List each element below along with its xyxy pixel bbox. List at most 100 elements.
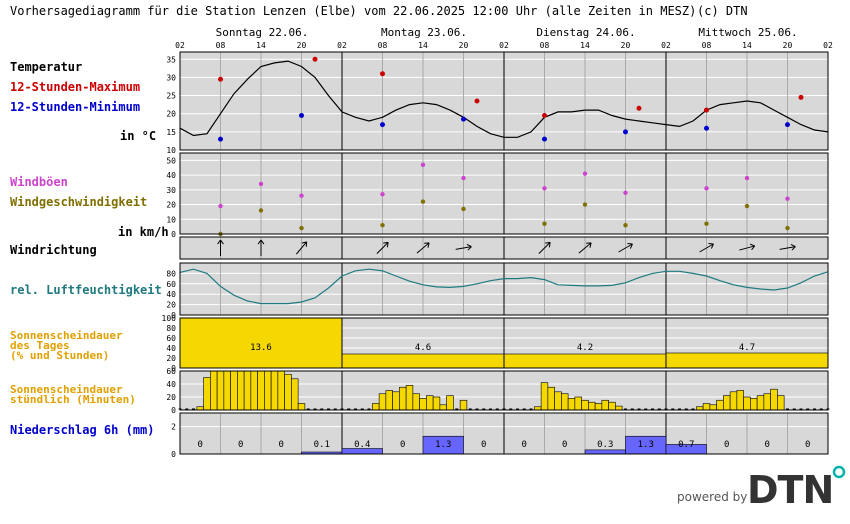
- tmin-label: 12-Stunden-Minimum: [10, 100, 140, 114]
- wind-arrow-head: [427, 242, 430, 248]
- wind-arrow-head: [466, 243, 472, 248]
- wind-point: [582, 202, 588, 207]
- humidity-label: rel. Luftfeuchtigkeit: [10, 283, 162, 297]
- gust-label: Windböen: [10, 175, 68, 189]
- rain-value-label: 0: [805, 440, 810, 450]
- sun-hourly-bar: [223, 370, 231, 411]
- rain-value-label: 0.7: [678, 440, 694, 450]
- tmin-point: [380, 122, 385, 128]
- sun-hourly-bar: [540, 382, 549, 411]
- rain-value-label: 0: [724, 440, 729, 450]
- y-tick-label: 40: [166, 380, 176, 389]
- copyright: (c) DTN: [697, 4, 748, 18]
- tmin-point: [299, 113, 304, 119]
- sun-hourly-bar: [392, 391, 400, 411]
- wind-arrow-icon: [295, 241, 308, 255]
- wind-arrow-shaft: [295, 241, 308, 255]
- y-tick-label: 2: [171, 423, 176, 432]
- wind-arrow-head: [260, 239, 265, 245]
- wind-point: [704, 221, 709, 226]
- sun-hourly-bar: [756, 395, 765, 411]
- y-tick-label: 0: [171, 311, 176, 320]
- wind-arrow-head: [710, 243, 714, 249]
- rain-value-label: 0: [562, 440, 567, 450]
- sun-daily-bar: [665, 352, 829, 369]
- gust-point: [623, 190, 628, 195]
- tmin-point: [785, 122, 790, 128]
- sun-daily-hours: 4.2: [577, 343, 593, 353]
- gust-point: [258, 181, 264, 187]
- y-tick-label: 30: [166, 186, 176, 195]
- powered-by: powered by: [677, 490, 747, 504]
- wind-arrow-icon: [217, 239, 224, 256]
- rain-label: Niederschlag 6h (mm): [10, 423, 155, 437]
- wind-arrow-head: [751, 245, 756, 251]
- wind-arrow-shaft: [416, 242, 430, 254]
- wind-arrow-icon: [739, 243, 756, 251]
- wind-arrow-head: [749, 243, 755, 247]
- dtn-logo-dot-icon: [832, 465, 846, 479]
- sun-hourly-bar: [216, 370, 225, 411]
- sun-hourly-bar: [601, 399, 609, 411]
- rain-frame: [179, 412, 829, 455]
- sun-hourly-bar: [426, 395, 434, 411]
- sun-hourly-bar: [743, 396, 751, 411]
- tmax-point: [636, 105, 642, 111]
- y-tick-label: 0: [171, 450, 176, 459]
- sun-hourly-bar: [284, 373, 292, 411]
- sun-hourly-bar: [257, 370, 265, 411]
- sun-hourly-bar: [763, 393, 771, 411]
- wind-arrow-head: [467, 246, 472, 251]
- sun-hourly-bar: [230, 370, 238, 411]
- wind-arrow-head: [791, 246, 796, 251]
- wind-arrow-shaft: [578, 242, 592, 254]
- rain-value-label: 0: [238, 440, 243, 450]
- y-tick-label: 20: [166, 201, 176, 210]
- sun-hour-label-2: stündlich (Minuten): [10, 393, 136, 406]
- tmax-point: [474, 98, 480, 104]
- wind-arrow-icon: [699, 242, 714, 253]
- y-tick-label: 30: [166, 73, 176, 82]
- hour-tick-label: 02: [337, 41, 347, 50]
- sun-hourly-bar: [243, 370, 252, 411]
- sun-hourly-bar: [723, 395, 731, 411]
- winddir-frame: [179, 236, 829, 260]
- day-label: Mittwoch 25.06.: [698, 26, 797, 39]
- tmax-point: [704, 107, 709, 113]
- wind-point: [380, 222, 385, 228]
- sun-hour-label-1: Sonnenscheindauer: [10, 383, 123, 396]
- wind-arrow-shaft: [376, 241, 389, 255]
- wind-point: [299, 225, 304, 231]
- y-tick-label: 40: [166, 290, 176, 299]
- sun-hourly-bar: [729, 391, 738, 411]
- tmax-point: [312, 56, 318, 62]
- sun-hourly-bar: [561, 393, 569, 411]
- hour-tick-label: 02: [661, 41, 671, 50]
- sun-hourly-bar: [594, 403, 603, 411]
- temperature-label: Temperatur: [10, 60, 82, 74]
- gust-point: [420, 162, 426, 167]
- wind-arrow-head: [386, 242, 389, 248]
- wind-arrow-head: [548, 242, 551, 248]
- wind-arrow-shaft: [538, 241, 551, 255]
- sun-hourly-bar: [439, 404, 447, 411]
- sun-hourly-bar: [419, 397, 427, 411]
- wind-arrow-shaft: [455, 246, 472, 250]
- y-tick-label: 35: [166, 55, 176, 64]
- sun-hourly-bar: [372, 403, 380, 411]
- sun-hourly-bar: [709, 404, 717, 411]
- sun-daily-bar: [341, 353, 505, 369]
- hour-tick-label: 08: [216, 41, 226, 50]
- sun-hourly-bar: [588, 401, 596, 411]
- hour-tick-label: 08: [540, 41, 550, 50]
- wind-arrow-head: [627, 242, 633, 245]
- rain-value-label: 0: [765, 440, 770, 450]
- wind-arrow-icon: [618, 242, 633, 253]
- sun-hourly-bar: [736, 390, 744, 411]
- dtn-logo: DTN: [747, 468, 833, 512]
- wind-point: [420, 199, 426, 204]
- y-tick-label: 20: [166, 301, 176, 310]
- wind-arrow-icon: [538, 241, 551, 255]
- rain-value-label: 0: [279, 440, 284, 450]
